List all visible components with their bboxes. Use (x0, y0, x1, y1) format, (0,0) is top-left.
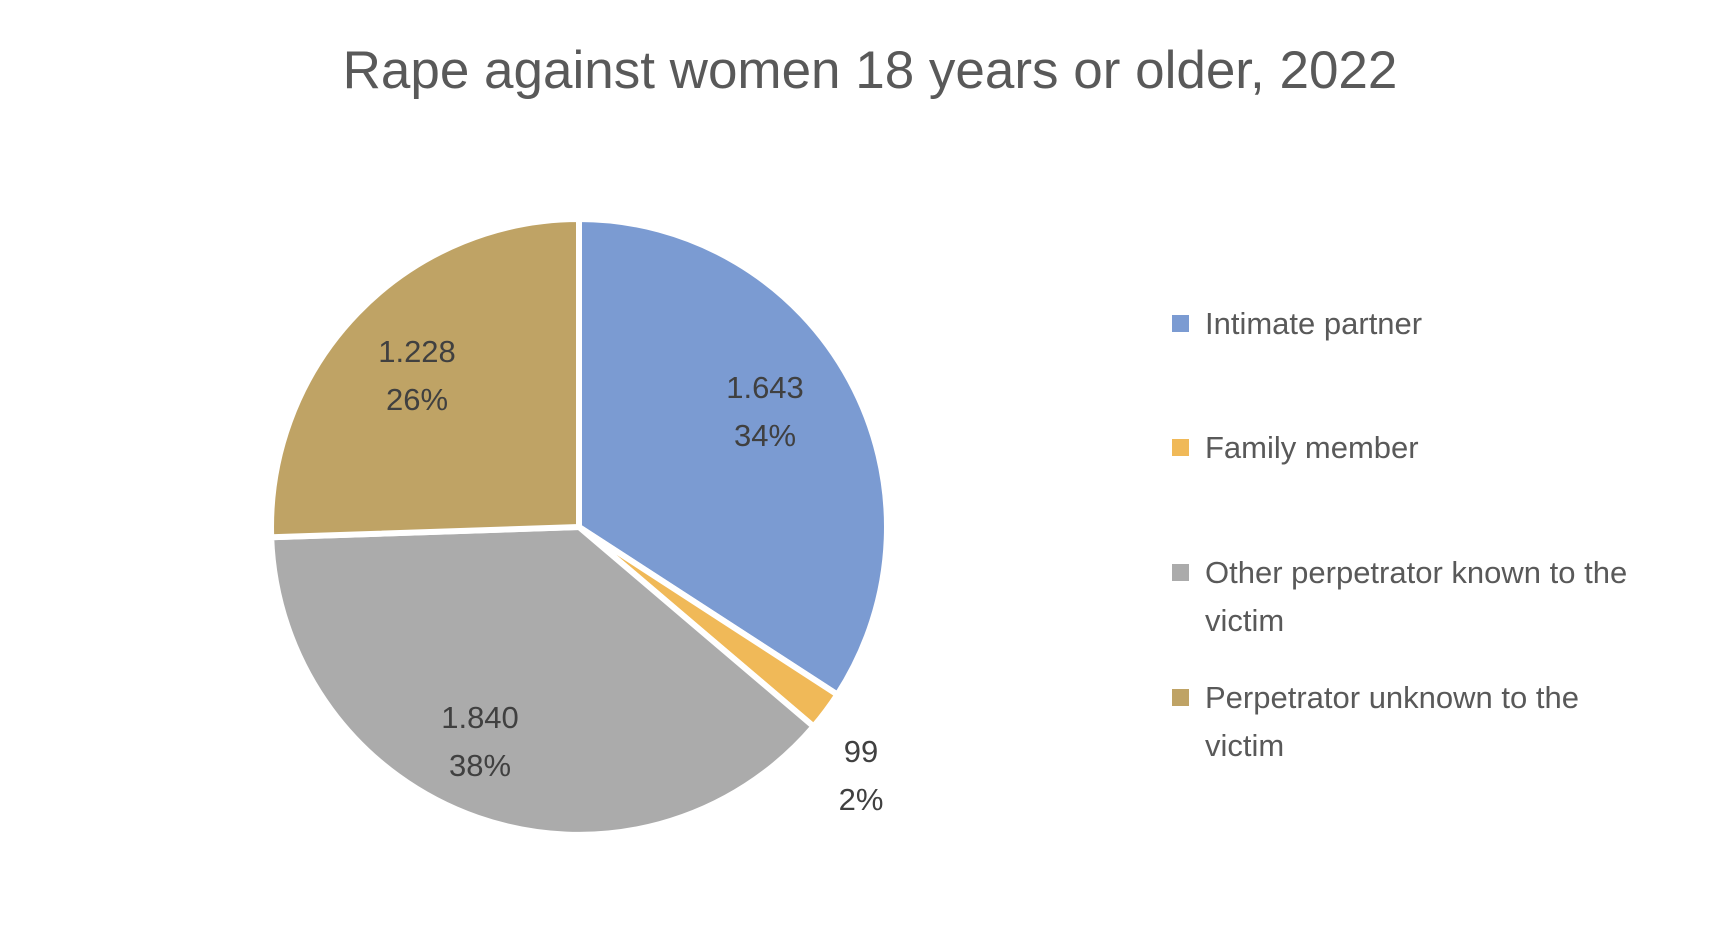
data-label-value: 1.643 (726, 370, 804, 405)
legend-label: Intimate partner (1205, 306, 1423, 341)
data-label-intimate-partner: 1.643 34% (726, 364, 804, 460)
data-label-percent: 34% (733, 418, 797, 453)
legend-label: Other perpetrator known to the victim (1205, 555, 1628, 638)
data-label-perpetrator-unknown: 1.228 26% (378, 328, 456, 424)
data-label-value: 99 (843, 734, 879, 769)
legend-swatch-family-member (1172, 439, 1189, 456)
data-label-percent: 2% (838, 782, 884, 817)
legend-swatch-intimate-partner (1172, 315, 1189, 332)
pie-slice-perpetrator-unknown-to-the-victim (268, 216, 582, 541)
legend-item-intimate-partner: Intimate partner (1172, 300, 1645, 348)
data-label-percent: 26% (385, 382, 449, 417)
data-label-value: 1.228 (378, 334, 456, 369)
data-label-other-perpetrator-known: 1.840 38% (441, 694, 519, 790)
legend-item-other-perpetrator-known: Other perpetrator known to the victim (1172, 549, 1645, 645)
legend-swatch-other-perpetrator-known (1172, 564, 1189, 581)
data-label-percent: 38% (448, 748, 512, 783)
legend-swatch-perpetrator-unknown (1172, 689, 1189, 706)
data-label-family-member: 99 2% (839, 728, 884, 824)
legend-label: Family member (1205, 430, 1419, 465)
data-label-value: 1.840 (441, 700, 519, 735)
pie-slice-other-perpetrator-known-to-the-victim (268, 524, 817, 838)
legend-label: Perpetrator unknown to the victim (1205, 680, 1579, 763)
legend-item-perpetrator-unknown: Perpetrator unknown to the victim (1172, 674, 1645, 770)
legend-item-family-member: Family member (1172, 424, 1645, 472)
chart-title: Rape against women 18 years or older, 20… (342, 41, 1398, 100)
